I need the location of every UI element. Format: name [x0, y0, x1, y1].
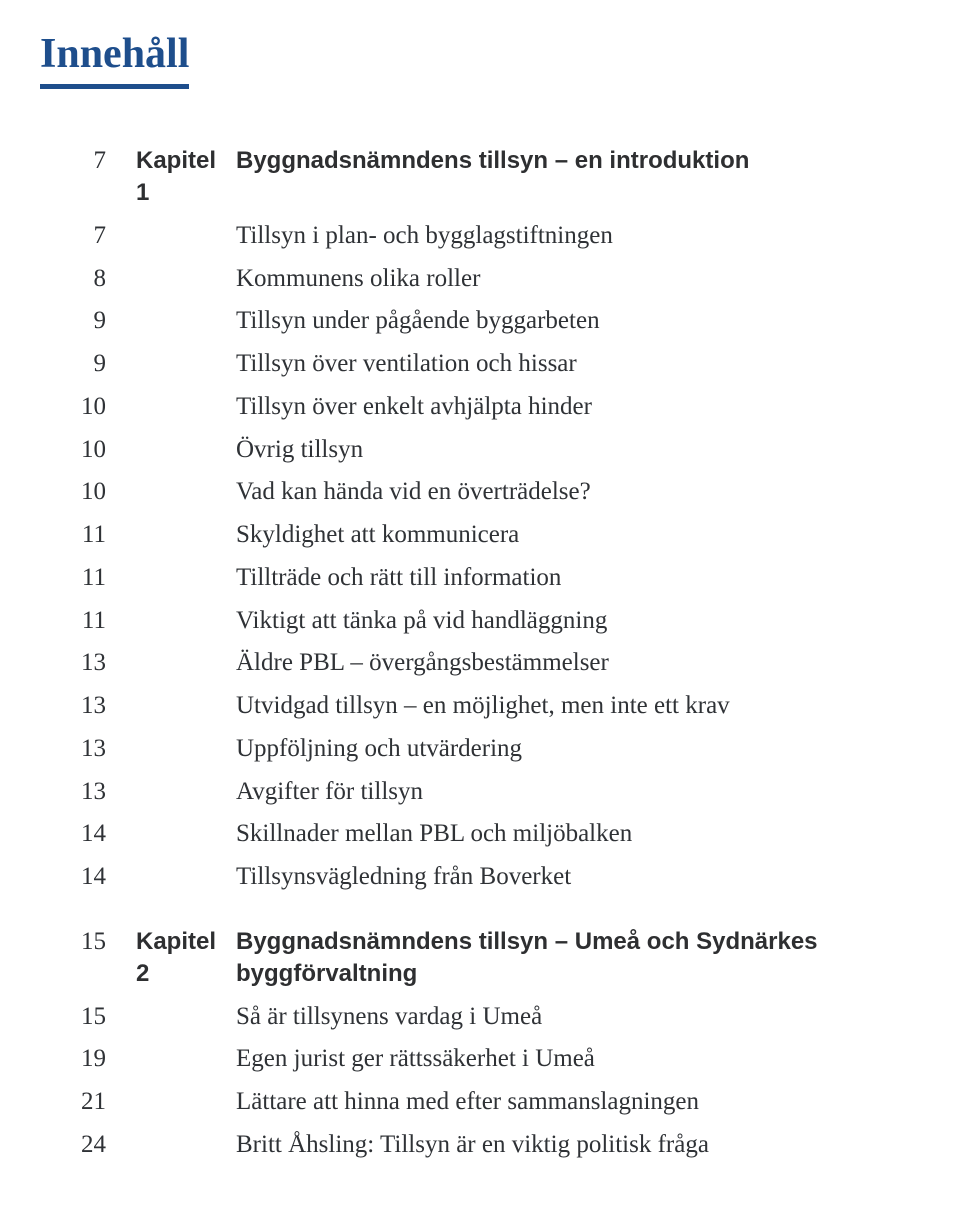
toc-row: 13 Utvidgad tillsyn – en möjlighet, men i… [46, 689, 920, 723]
toc-page-number: 13 [46, 775, 106, 809]
toc-page-number: 9 [46, 347, 106, 381]
toc-chapter-row: 15Kapitel 2Byggnadsnämndens tillsyn – Um… [46, 925, 920, 991]
toc-entry-text: Avgifter för tillsyn [236, 775, 920, 809]
toc-row: 14 Tillsynsvägledning från Boverket [46, 860, 920, 894]
toc-page-number: 11 [46, 518, 106, 552]
toc-row: 11 Tillträde och rätt till information [46, 561, 920, 595]
toc-row: 14 Skillnader mellan PBL och miljöbalken [46, 817, 920, 851]
toc-page-number: 10 [46, 390, 106, 424]
toc-entry-text: Uppföljning och utvärdering [236, 732, 920, 766]
toc-row: 10 Övrig tillsyn [46, 433, 920, 467]
toc-entry-text: Tillsyn i plan- och bygglagstiftningen [236, 219, 920, 253]
toc-page-number: 24 [46, 1128, 106, 1162]
toc-row: 11 Viktigt att tänka på vid handläggning [46, 604, 920, 638]
group-gap [46, 903, 920, 925]
toc-row: 24 Britt Åhsling: Tillsyn är en viktig po… [46, 1128, 920, 1162]
toc-row: 8 Kommunens olika roller [46, 262, 920, 296]
toc-page-number: 13 [46, 732, 106, 766]
toc-chapter-label: Kapitel 2 [106, 926, 236, 991]
toc-entry-text: Kommunens olika roller [236, 262, 920, 296]
toc-row: 7 Tillsyn i plan- och bygglagstiftningen [46, 219, 920, 253]
toc-page-number: 14 [46, 860, 106, 894]
toc-entry-text: Viktigt att tänka på vid handläggning [236, 604, 920, 638]
toc-page-number: 10 [46, 433, 106, 467]
toc-row: 9 Tillsyn under pågående byggarbeten [46, 304, 920, 338]
toc-page-number: 7 [46, 219, 106, 253]
toc-body: 7Kapitel 1Byggnadsnämndens tillsyn – en … [46, 144, 920, 1162]
toc-entry-text: Tillsyn över enkelt avhjälpta hinder [236, 390, 920, 424]
toc-entry-text: Tillsyn under pågående byggarbeten [236, 304, 920, 338]
toc-entry-text: Lättare att hinna med efter sammanslagni… [236, 1085, 920, 1119]
toc-page-number: 11 [46, 561, 106, 595]
toc-entry-text: Äldre PBL – övergångsbestämmelser [236, 646, 920, 680]
toc-entry-text: Skyldighet att kommunicera [236, 518, 920, 552]
toc-entry-text: Britt Åhsling: Tillsyn är en viktig poli… [236, 1128, 920, 1162]
toc-entry-text: Tillsyn över ventilation och hissar [236, 347, 920, 381]
toc-page-number: 11 [46, 604, 106, 638]
toc-entry-text: Tillträde och rätt till information [236, 561, 920, 595]
toc-row: 10 Tillsyn över enkelt avhjälpta hinder [46, 390, 920, 424]
toc-entry-text: Så är tillsynens vardag i Umeå [236, 1000, 920, 1034]
toc-page-number: 14 [46, 817, 106, 851]
toc-page-number: 9 [46, 304, 106, 338]
toc-page-number: 13 [46, 646, 106, 680]
toc-page-number: 21 [46, 1085, 106, 1119]
toc-row: 10 Vad kan hända vid en överträdelse? [46, 475, 920, 509]
toc-page-number: 15 [46, 1000, 106, 1034]
toc-page-number: 7 [46, 144, 106, 178]
toc-row: 15 Så är tillsynens vardag i Umeå [46, 1000, 920, 1034]
toc-entry-text: Byggnadsnämndens tillsyn – en introdukti… [236, 145, 920, 177]
toc-entry-text: Skillnader mellan PBL och miljöbalken [236, 817, 920, 851]
toc-entry-text: Tillsynsvägledning från Boverket [236, 860, 920, 894]
toc-chapter-row: 7Kapitel 1Byggnadsnämndens tillsyn – en … [46, 144, 920, 210]
toc-page-number: 13 [46, 689, 106, 723]
toc-page-number: 10 [46, 475, 106, 509]
toc-row: 13 Äldre PBL – övergångsbestämmelser [46, 646, 920, 680]
toc-entry-text: Egen jurist ger rättssäkerhet i Umeå [236, 1042, 920, 1076]
toc-row: 19 Egen jurist ger rättssäkerhet i Umeå [46, 1042, 920, 1076]
toc-row: 21 Lättare att hinna med efter sammanslag… [46, 1085, 920, 1119]
page-title: Innehåll [40, 30, 189, 89]
toc-page-number: 8 [46, 262, 106, 296]
toc-page-number: 19 [46, 1042, 106, 1076]
toc-entry-text: Vad kan hända vid en överträdelse? [236, 475, 920, 509]
toc-row: 13 Uppföljning och utvärdering [46, 732, 920, 766]
toc-page-number: 15 [46, 925, 106, 959]
toc-entry-text: Övrig tillsyn [236, 433, 920, 467]
toc-entry-text: Byggnadsnämndens tillsyn – Umeå och Sydn… [236, 926, 920, 991]
toc-row: 13 Avgifter för tillsyn [46, 775, 920, 809]
toc-row: 11 Skyldighet att kommunicera [46, 518, 920, 552]
toc-entry-text: Utvidgad tillsyn – en möjlighet, men int… [236, 689, 920, 723]
toc-chapter-label: Kapitel 1 [106, 145, 236, 210]
toc-row: 9 Tillsyn över ventilation och hissar [46, 347, 920, 381]
